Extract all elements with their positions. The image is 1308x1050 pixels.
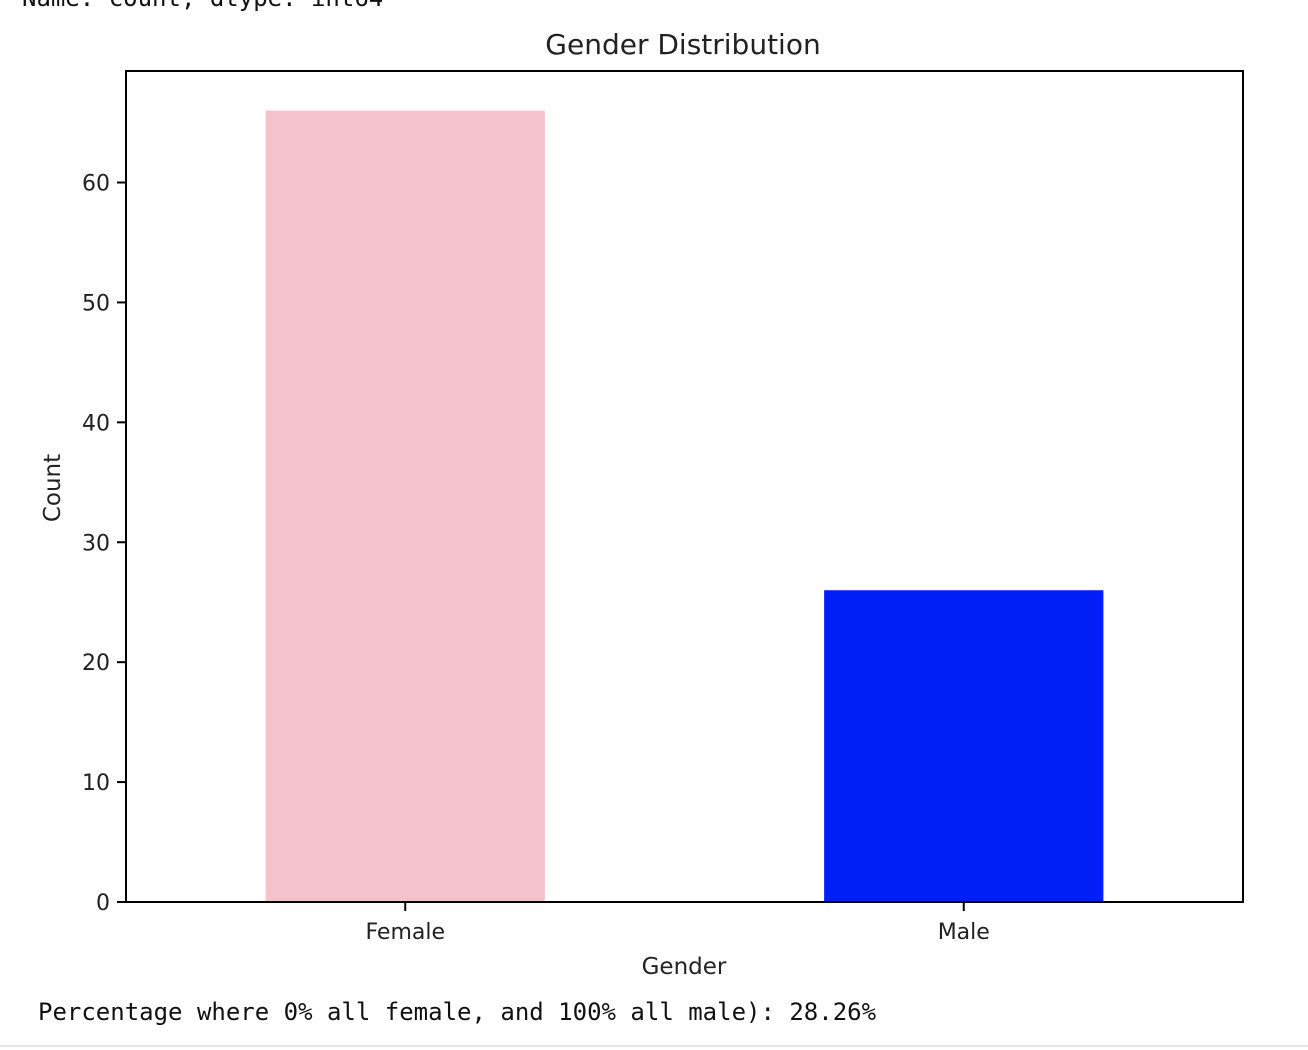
bar-chart: Gender Distribution 0 10 20 30 40 50 60 Female… bbox=[40, 28, 1244, 980]
y-tick-label: 60 bbox=[82, 172, 110, 197]
output-divider bbox=[0, 1045, 1308, 1047]
y-tick-label: 20 bbox=[82, 651, 110, 676]
x-axis: Female Male bbox=[365, 902, 990, 945]
y-axis-title: Count bbox=[40, 454, 66, 522]
y-tick-label: 10 bbox=[82, 771, 110, 796]
console-output-top: Name: count, dtype: int64 bbox=[22, 0, 383, 10]
x-axis-title: Gender bbox=[642, 954, 727, 980]
y-tick-label: 50 bbox=[82, 291, 110, 316]
y-tick-label: 30 bbox=[82, 531, 110, 556]
y-tick-label: 40 bbox=[82, 411, 110, 436]
chart-title: Gender Distribution bbox=[545, 28, 820, 61]
x-tick-label: Female bbox=[365, 920, 445, 945]
bar-male bbox=[824, 590, 1104, 902]
bars-layer bbox=[265, 110, 1104, 903]
y-tick-label: 0 bbox=[96, 891, 110, 916]
y-axis: 0 10 20 30 40 50 60 bbox=[82, 172, 126, 916]
plot-frame bbox=[125, 70, 1244, 903]
bar-female bbox=[265, 110, 545, 903]
x-tick-label: Male bbox=[938, 920, 990, 945]
console-output-bottom: Percentage where 0% all female, and 100%… bbox=[38, 998, 877, 1026]
